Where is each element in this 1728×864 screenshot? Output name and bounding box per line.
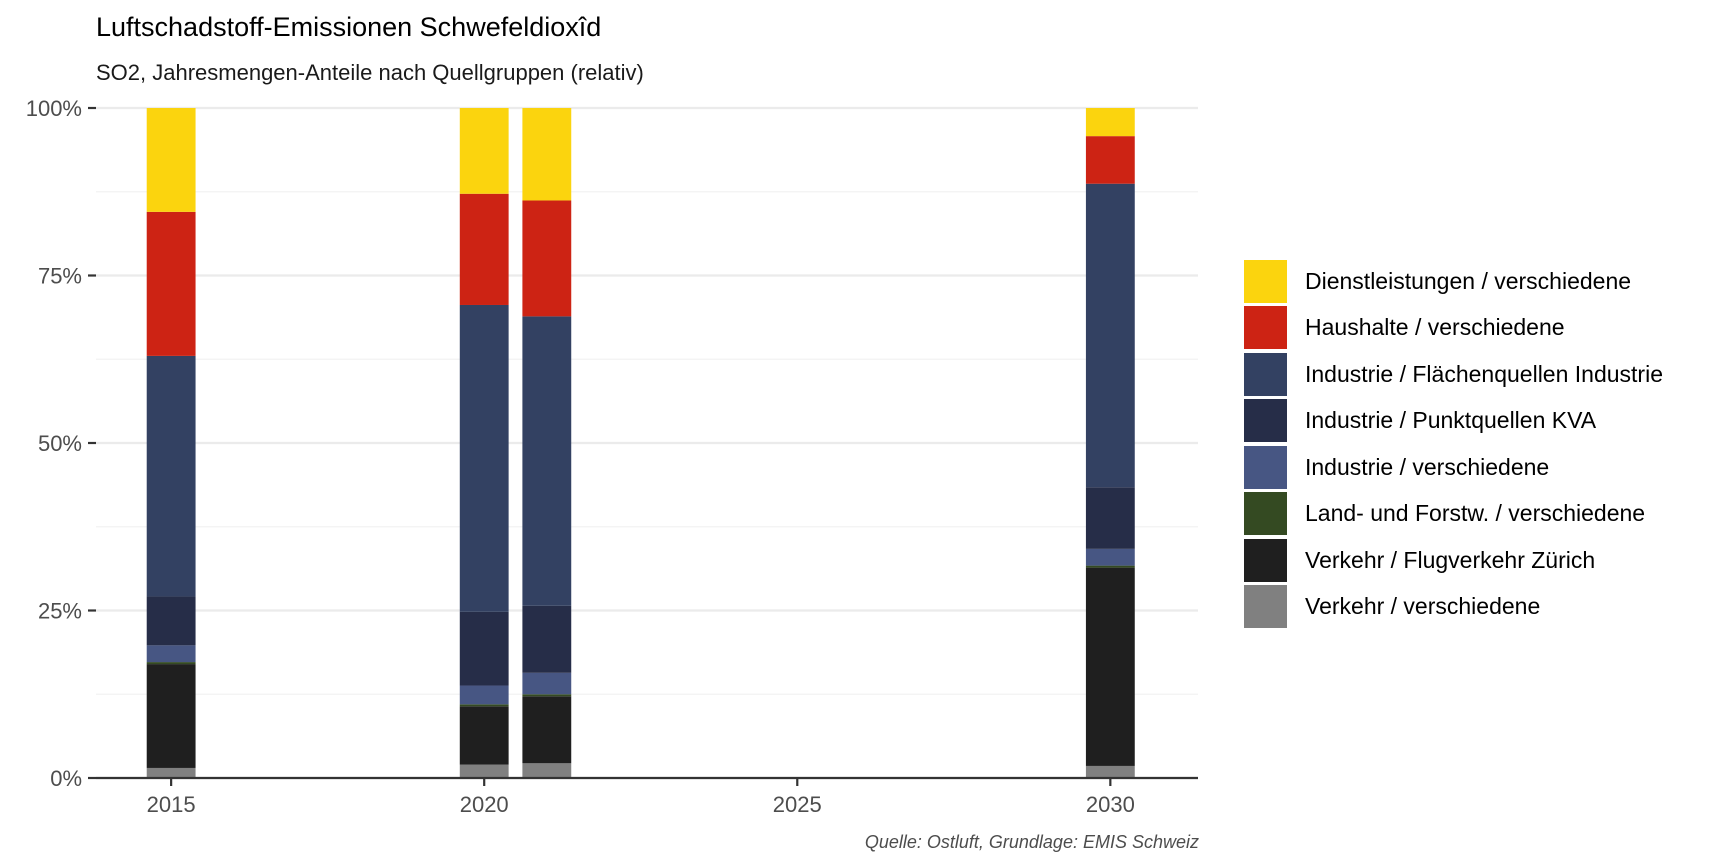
legend-label: Verkehr / Flugverkehr Zürich bbox=[1305, 546, 1596, 573]
bar-segment bbox=[522, 605, 572, 673]
bar-segment bbox=[522, 108, 572, 201]
legend-label: Verkehr / verschiedene bbox=[1305, 593, 1541, 620]
legend-item: Verkehr / verschiedene bbox=[1244, 584, 1663, 631]
legend-item: Industrie / verschiedene bbox=[1244, 444, 1663, 491]
legend-label: Dienstleistungen / verschiedene bbox=[1305, 267, 1632, 294]
bar-segment bbox=[1085, 548, 1135, 566]
chart-subtitle: SO2, Jahresmengen-Anteile nach Quellgrup… bbox=[96, 60, 644, 85]
bar-segment bbox=[459, 685, 509, 705]
legend-label: Industrie / verschiedene bbox=[1305, 453, 1550, 480]
bar-segment bbox=[1085, 565, 1135, 568]
bar-segment bbox=[459, 193, 509, 305]
bar-segment bbox=[146, 355, 196, 597]
bar-segment bbox=[459, 304, 509, 612]
legend-item: Dienstleistungen / verschiedene bbox=[1244, 258, 1663, 305]
legend-key bbox=[1244, 538, 1287, 582]
legend-item: Industrie / Flächenquellen Industrie bbox=[1244, 351, 1663, 398]
bar-segment bbox=[1085, 136, 1135, 184]
bar-segment bbox=[459, 704, 509, 707]
legend-label: Industrie / Flächenquellen Industrie bbox=[1305, 360, 1663, 387]
bar-segment bbox=[1085, 765, 1135, 778]
bar-segment bbox=[1085, 487, 1135, 549]
y-tick-label: 50% bbox=[38, 431, 82, 456]
x-tick-label: 2030 bbox=[1086, 792, 1135, 817]
bar-segment bbox=[1085, 108, 1135, 137]
legend-key bbox=[1244, 399, 1287, 443]
bar-segment bbox=[522, 316, 572, 606]
legend-key bbox=[1244, 585, 1287, 629]
legend-label: Industrie / Punktquellen KVA bbox=[1305, 407, 1597, 434]
bar-segment bbox=[522, 763, 572, 778]
bar-segment bbox=[146, 645, 196, 663]
legend-key bbox=[1244, 492, 1287, 536]
y-tick-label: 25% bbox=[38, 599, 82, 624]
legend-item: Haushalte / verschiedene bbox=[1244, 305, 1663, 352]
legend-item: Industrie / Punktquellen KVA bbox=[1244, 398, 1663, 445]
bar-segment bbox=[459, 706, 509, 765]
y-tick-label: 0% bbox=[50, 766, 82, 791]
bar-segment bbox=[146, 664, 196, 768]
bar-segment bbox=[146, 662, 196, 665]
y-tick-label: 100% bbox=[26, 96, 82, 121]
bar-segment bbox=[459, 611, 509, 686]
legend-key bbox=[1244, 352, 1287, 396]
legend-key bbox=[1244, 259, 1287, 303]
legend-key bbox=[1244, 445, 1287, 489]
bar-segment bbox=[146, 767, 196, 778]
chart-caption: Quelle: Ostluft, Grundlage: EMIS Schweiz bbox=[864, 832, 1199, 852]
legend-key bbox=[1244, 306, 1287, 350]
bar-segment bbox=[146, 596, 196, 646]
y-tick-label: 75% bbox=[38, 264, 82, 289]
x-tick-label: 2025 bbox=[773, 792, 822, 817]
legend-item: Verkehr / Flugverkehr Zürich bbox=[1244, 537, 1663, 584]
chart-title: Luftschadstoff-Emissionen Schwefeldioxîd bbox=[96, 12, 602, 42]
bar-segment bbox=[459, 108, 509, 194]
legend-label: Land- und Forstw. / verschiedene bbox=[1305, 500, 1646, 527]
bar-segment bbox=[522, 200, 572, 317]
x-tick-label: 2015 bbox=[147, 792, 196, 817]
bar-segment bbox=[522, 696, 572, 764]
bar-segment bbox=[146, 211, 196, 356]
legend-label: Haushalte / verschiedene bbox=[1305, 314, 1565, 341]
chart-legend: Dienstleistungen / verschiedene Haushalte… bbox=[1244, 258, 1663, 630]
bar-segment bbox=[146, 108, 196, 212]
bar-segment bbox=[459, 764, 509, 778]
bar-segment bbox=[522, 672, 572, 695]
legend-item: Land- und Forstw. / verschiedene bbox=[1244, 491, 1663, 538]
bar-segment bbox=[1085, 183, 1135, 488]
x-tick-label: 2020 bbox=[460, 792, 509, 817]
bar-segment bbox=[522, 694, 572, 697]
bar-segment bbox=[1085, 567, 1135, 766]
